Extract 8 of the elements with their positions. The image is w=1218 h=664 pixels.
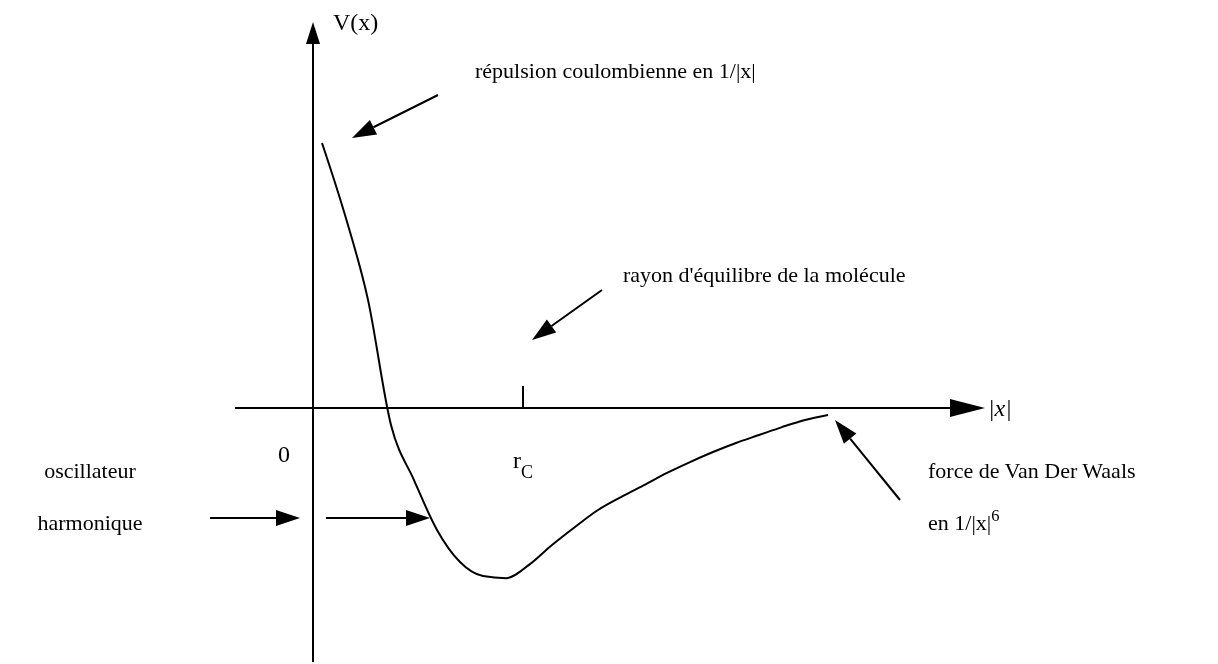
- annotation: r$_{C}$: [512, 447, 534, 482]
- text: |x|: [988, 395, 1012, 421]
- text: répulsion coulombienne en 1/|x|: [475, 58, 756, 83]
- text: oscillateur harmonique: [37, 458, 143, 535]
- text: force de Van Der Waals en 1/|x|$^{6}$: [928, 458, 1136, 535]
- y-axis-title: V(x): [333, 9, 379, 35]
- annotation: rayon d'équilibre de la molécule: [623, 262, 906, 287]
- text: 0: [278, 441, 290, 467]
